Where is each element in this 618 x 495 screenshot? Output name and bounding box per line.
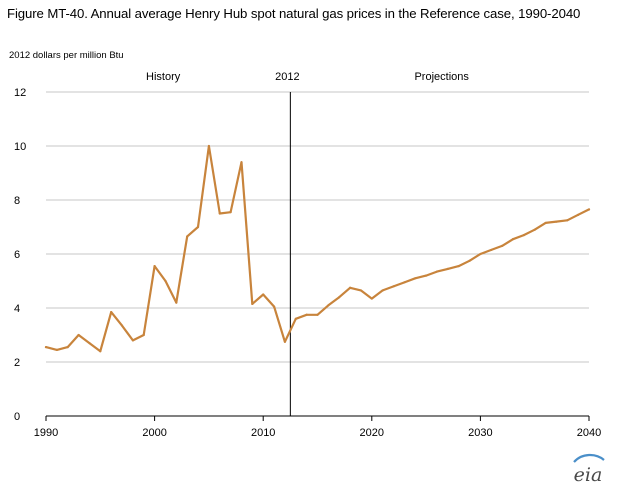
data-point — [414, 277, 417, 280]
eia-logo-swoosh-icon — [573, 453, 605, 463]
data-point — [66, 346, 69, 349]
data-point — [186, 235, 189, 238]
eia-logo-text: eia — [574, 464, 603, 486]
y-axis-unit-label: 2012 dollars per million Btu — [9, 50, 124, 61]
x-tick-label: 2000 — [142, 427, 166, 439]
data-point — [99, 350, 102, 353]
data-point — [338, 296, 341, 299]
data-point — [272, 305, 276, 308]
data-point — [77, 333, 80, 337]
data-point — [348, 286, 352, 289]
eia-logo: eia — [573, 453, 605, 486]
data-point — [370, 297, 373, 300]
data-point — [511, 238, 515, 241]
y-tick-label: 0 — [14, 411, 20, 423]
data-point — [196, 225, 200, 229]
y-tick-labels: 0 2 4 6 8 10 12 — [14, 87, 26, 423]
y-tick-label: 2 — [14, 357, 20, 369]
gridlines — [46, 91, 589, 417]
data-point — [566, 219, 569, 222]
data-point — [164, 279, 167, 283]
data-point — [120, 324, 124, 327]
y-tick-label: 6 — [14, 249, 20, 261]
data-point — [381, 289, 384, 292]
data-point — [44, 346, 48, 349]
data-point — [359, 289, 363, 292]
data-point — [555, 220, 558, 223]
data-point — [240, 161, 243, 164]
data-point — [316, 313, 319, 316]
data-point — [490, 248, 493, 252]
data-point — [544, 221, 547, 225]
price-series-points — [44, 144, 591, 353]
data-point — [479, 252, 482, 256]
y-tick-label: 4 — [14, 303, 20, 315]
data-point — [175, 301, 178, 304]
data-point — [207, 144, 210, 148]
data-point — [446, 267, 449, 270]
data-point — [501, 244, 504, 247]
data-point — [88, 342, 91, 345]
projections-label: Projections — [414, 71, 469, 83]
data-point — [131, 339, 134, 342]
x-tick-label: 2030 — [468, 427, 492, 439]
x-tick-label: 1990 — [34, 427, 58, 439]
data-point — [522, 234, 525, 237]
x-tick-label: 2040 — [577, 427, 601, 439]
data-point — [110, 310, 113, 314]
data-point — [425, 274, 428, 277]
price-series-line — [44, 144, 591, 353]
data-point — [305, 313, 308, 316]
y-tick-label: 10 — [14, 141, 26, 153]
data-point — [457, 265, 460, 268]
x-tick-labels: 1990 2000 2010 2020 2030 2040 — [34, 416, 601, 439]
data-point — [468, 259, 471, 262]
x-tick-label: 2020 — [360, 427, 384, 439]
data-point — [142, 333, 145, 337]
divider-year-label: 2012 — [275, 71, 299, 83]
data-point — [153, 265, 156, 268]
data-point — [587, 208, 591, 211]
data-point — [294, 317, 297, 320]
data-point — [251, 302, 254, 306]
data-point — [392, 285, 395, 288]
y-tick-label: 8 — [14, 195, 20, 207]
data-point — [327, 304, 330, 307]
x-tick-label: 2010 — [251, 427, 275, 439]
data-point — [218, 212, 221, 215]
y-tick-label: 12 — [14, 87, 26, 99]
history-label: History — [146, 71, 181, 83]
data-point — [55, 348, 58, 351]
data-point — [435, 270, 439, 273]
data-point — [533, 228, 536, 231]
data-point — [577, 213, 580, 216]
data-point — [262, 293, 265, 296]
data-point — [403, 281, 406, 284]
chart-title: Figure MT-40. Annual average Henry Hub s… — [7, 6, 581, 21]
data-point — [283, 340, 287, 343]
data-point — [229, 211, 232, 214]
